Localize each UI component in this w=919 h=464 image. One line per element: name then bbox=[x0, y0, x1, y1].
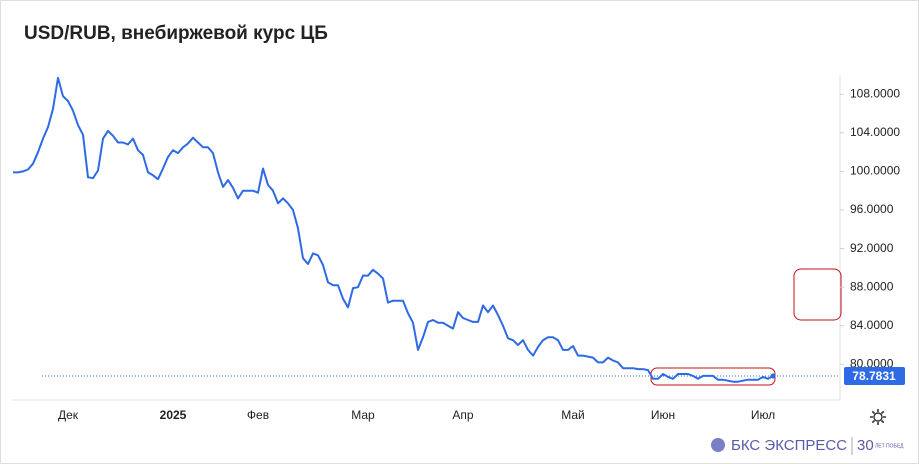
x-tick-label: Дек bbox=[58, 408, 79, 422]
y-tick-label: 88.0000 bbox=[850, 279, 894, 293]
y-tick-label: 104.0000 bbox=[850, 125, 900, 139]
highlight-box bbox=[793, 268, 842, 321]
y-tick-label: 108.0000 bbox=[850, 86, 900, 100]
y-tick-label: 100.0000 bbox=[850, 164, 900, 178]
y-tick-label: 96.0000 bbox=[850, 202, 894, 216]
y-tick-label: 80.0000 bbox=[850, 356, 894, 370]
logo: БКС ЭКСПРЕСС 30 ЛЕТ ПОБЕД bbox=[711, 437, 904, 455]
settings-icon[interactable] bbox=[870, 409, 886, 425]
gear-center bbox=[873, 412, 883, 422]
x-tick-label: Фев bbox=[247, 408, 269, 422]
x-tick-label: Апр bbox=[452, 408, 474, 422]
last-value-box bbox=[844, 367, 905, 386]
gear-teeth bbox=[870, 409, 886, 425]
x-tick-label: Июл bbox=[751, 408, 775, 422]
x-tick-label: Май bbox=[561, 408, 585, 422]
x-tick-label: Мар bbox=[351, 408, 375, 422]
logo-mark bbox=[711, 438, 725, 452]
y-tick-label: 92.0000 bbox=[850, 241, 894, 255]
price-line bbox=[13, 76, 774, 383]
badge-caption: ЛЕТ ПОБЕД bbox=[875, 443, 904, 449]
brand: БКС ЭКСПРЕСС bbox=[731, 437, 847, 454]
chart-title: USD/RUB, внебиржевой курс ЦБ bbox=[24, 23, 328, 44]
x-tick-label: 2025 bbox=[160, 408, 187, 422]
y-tick-label: 84.0000 bbox=[850, 318, 894, 332]
last-point bbox=[770, 373, 776, 379]
last-value-label: 78.7831 bbox=[852, 369, 896, 383]
x-tick-label: Июн bbox=[651, 408, 675, 422]
badge: 30 bbox=[857, 437, 874, 454]
